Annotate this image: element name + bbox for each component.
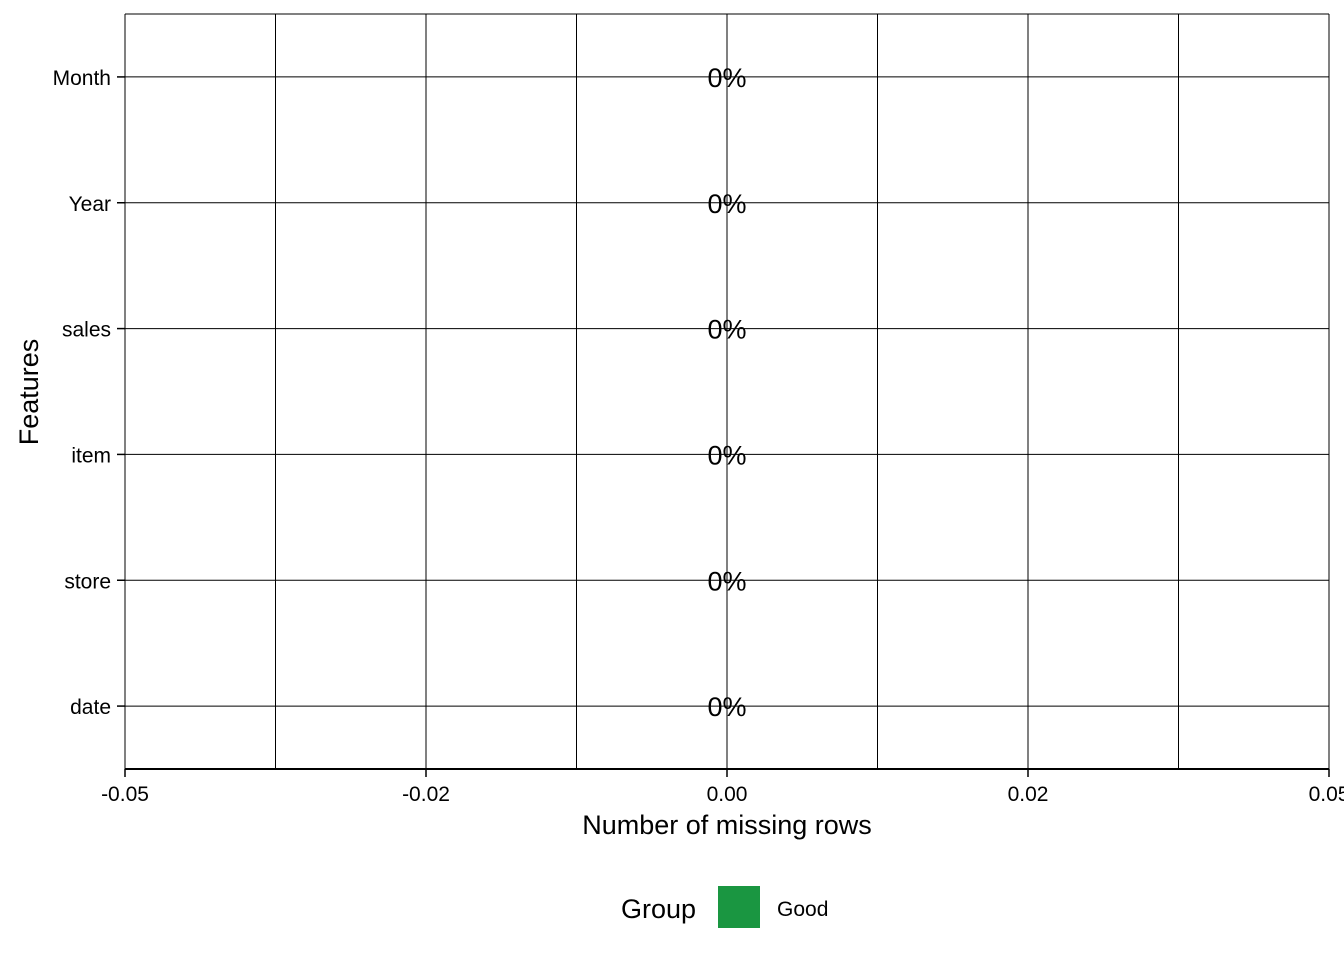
legend-swatch-good: [718, 886, 760, 928]
legend-label-good: Good: [777, 898, 828, 921]
y-tick-label-item: item: [71, 444, 111, 467]
bar-label-sales: 0%: [707, 315, 746, 345]
legend-title: Group: [621, 894, 696, 924]
y-axis-title: Features: [14, 339, 44, 446]
x-tick-label: 0.02: [1008, 783, 1049, 806]
y-tick-label-Year: Year: [69, 193, 111, 216]
x-axis-title: Number of missing rows: [582, 810, 872, 840]
y-axis-ticks: date store item sales Year Month: [53, 67, 125, 719]
x-tick-label: 0.05: [1309, 783, 1344, 806]
x-tick-label: 0.00: [707, 783, 748, 806]
y-tick-label-Month: Month: [53, 67, 111, 90]
gridlines: [124, 13, 1330, 769]
x-tick-label: -0.05: [101, 783, 149, 806]
y-tick-label-store: store: [64, 570, 111, 593]
x-tick-label: -0.02: [402, 783, 450, 806]
y-tick-label-date: date: [70, 696, 111, 719]
bar-label-Month: 0%: [707, 63, 746, 93]
bar-label-store: 0%: [707, 566, 746, 596]
bar-label-item: 0%: [707, 440, 746, 470]
bar-label-Year: 0%: [707, 189, 746, 219]
bar-labels: 0% 0% 0% 0% 0% 0%: [707, 63, 746, 722]
bar-label-date: 0%: [707, 692, 746, 722]
x-axis-ticks: -0.05 -0.02 0.00 0.02 0.05: [101, 769, 1344, 806]
legend: Group Good: [621, 886, 828, 928]
y-tick-label-sales: sales: [62, 319, 111, 342]
